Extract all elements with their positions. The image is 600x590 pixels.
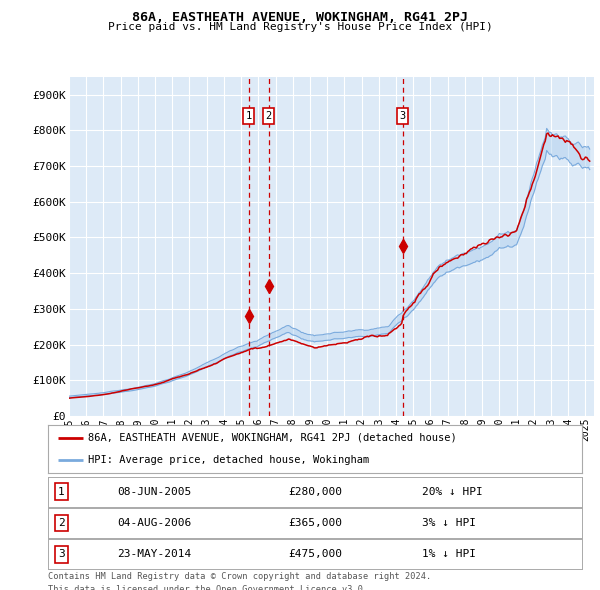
Text: 1: 1 <box>58 487 65 497</box>
Text: £280,000: £280,000 <box>289 487 342 497</box>
Text: 08-JUN-2005: 08-JUN-2005 <box>118 487 191 497</box>
Text: Contains HM Land Registry data © Crown copyright and database right 2024.: Contains HM Land Registry data © Crown c… <box>48 572 431 581</box>
Text: 1: 1 <box>245 111 252 121</box>
Text: Price paid vs. HM Land Registry's House Price Index (HPI): Price paid vs. HM Land Registry's House … <box>107 22 493 32</box>
Text: 86A, EASTHEATH AVENUE, WOKINGHAM, RG41 2PJ: 86A, EASTHEATH AVENUE, WOKINGHAM, RG41 2… <box>132 11 468 24</box>
Text: 04-AUG-2006: 04-AUG-2006 <box>118 518 191 528</box>
Text: £365,000: £365,000 <box>289 518 342 528</box>
Text: 86A, EASTHEATH AVENUE, WOKINGHAM, RG41 2PJ (detached house): 86A, EASTHEATH AVENUE, WOKINGHAM, RG41 2… <box>88 433 457 443</box>
Text: 3% ↓ HPI: 3% ↓ HPI <box>422 518 476 528</box>
Text: HPI: Average price, detached house, Wokingham: HPI: Average price, detached house, Woki… <box>88 455 370 465</box>
Text: 20% ↓ HPI: 20% ↓ HPI <box>422 487 482 497</box>
Text: 3: 3 <box>58 549 65 559</box>
Text: £475,000: £475,000 <box>289 549 342 559</box>
Text: 23-MAY-2014: 23-MAY-2014 <box>118 549 191 559</box>
Text: 3: 3 <box>400 111 406 121</box>
Text: 2: 2 <box>58 518 65 528</box>
Text: 2: 2 <box>265 111 272 121</box>
Text: 1% ↓ HPI: 1% ↓ HPI <box>422 549 476 559</box>
Text: This data is licensed under the Open Government Licence v3.0.: This data is licensed under the Open Gov… <box>48 585 368 590</box>
